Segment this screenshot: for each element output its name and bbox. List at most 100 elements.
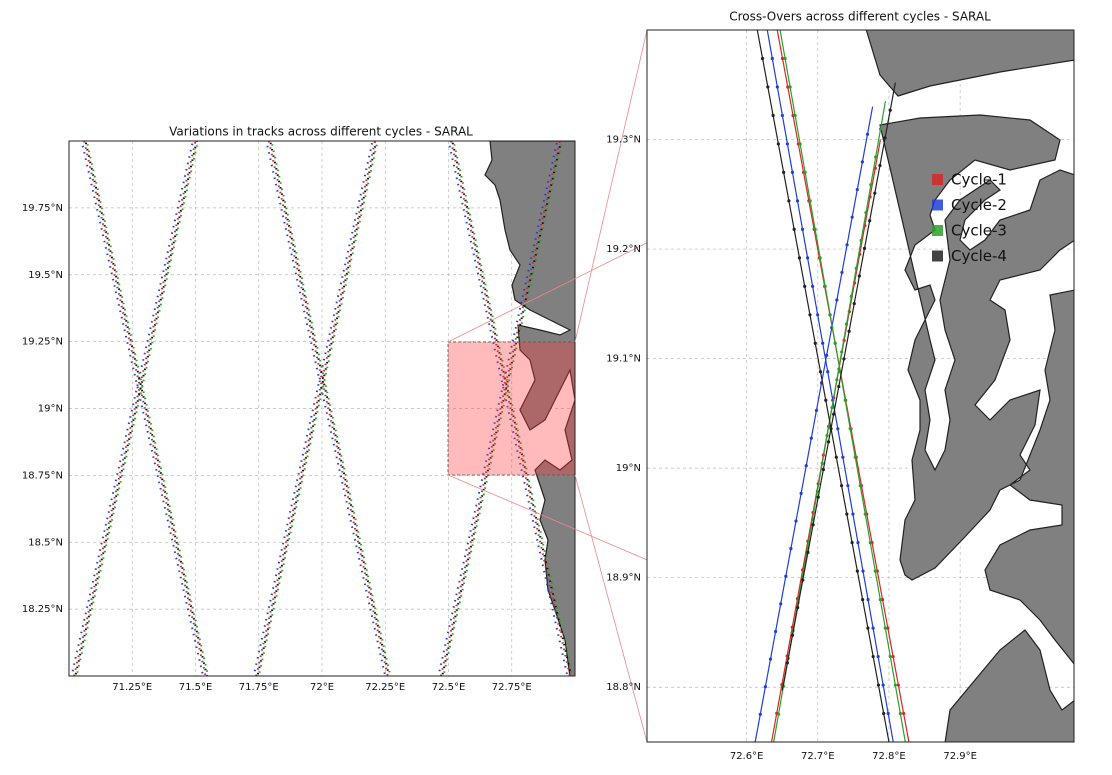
track-dots xyxy=(269,141,391,676)
track-marker xyxy=(775,85,779,89)
track-marker xyxy=(844,322,849,326)
track-marker xyxy=(843,398,847,402)
y-tick-label: 19.25°N xyxy=(22,337,63,348)
legend-label: Cycle-1 xyxy=(951,171,1007,189)
x-tick-label: 71.25°E xyxy=(112,682,152,693)
track-marker xyxy=(780,113,784,118)
track-marker xyxy=(813,227,817,231)
track-marker xyxy=(837,384,841,389)
legend-swatch xyxy=(932,199,943,211)
y-tick-label: 19.1°N xyxy=(606,354,641,365)
x-tick-label: 72°E xyxy=(310,682,334,693)
x-tick-label: 72.7°E xyxy=(801,751,835,762)
track-marker xyxy=(880,598,885,602)
track-marker xyxy=(857,274,861,278)
track-marker xyxy=(864,211,868,215)
track-marker xyxy=(891,654,895,659)
connector xyxy=(574,29,648,343)
track-marker xyxy=(801,578,805,582)
track-marker xyxy=(818,256,822,260)
track-marker xyxy=(825,353,829,357)
x-tick-label: 72.75°E xyxy=(492,682,532,693)
track-dots xyxy=(255,141,377,676)
track-marker xyxy=(896,683,900,687)
track-marker xyxy=(886,626,890,630)
left-axes-frame xyxy=(68,140,576,677)
track-marker xyxy=(818,370,823,374)
track-marker xyxy=(893,683,897,687)
track-marker xyxy=(815,489,819,493)
track-marker xyxy=(845,243,849,247)
track-dots xyxy=(439,141,561,676)
track-marker xyxy=(866,598,870,602)
track-marker xyxy=(785,661,789,665)
track-marker xyxy=(780,56,785,61)
track-marker xyxy=(878,598,882,602)
track-marker xyxy=(874,155,878,159)
left-map: Variations in tracks across different cy… xyxy=(22,125,576,693)
track-line xyxy=(779,30,906,742)
track-marker xyxy=(789,547,793,551)
track-marker xyxy=(797,256,802,260)
track-marker xyxy=(763,685,767,689)
track-marker xyxy=(868,219,872,223)
x-tick-label: 72.25°E xyxy=(365,682,405,693)
track-marker xyxy=(871,626,875,630)
land xyxy=(879,114,1074,665)
track-marker xyxy=(854,266,858,270)
track-marker xyxy=(806,550,810,554)
y-tick-label: 19.3°N xyxy=(606,135,641,146)
y-tick-label: 19.5°N xyxy=(28,270,63,281)
left-title: Variations in tracks across different cy… xyxy=(169,125,473,139)
track-marker xyxy=(878,127,883,131)
y-tick-label: 19°N xyxy=(616,463,641,474)
track-marker xyxy=(771,113,775,118)
track-marker xyxy=(868,541,872,545)
zoom-region xyxy=(447,341,576,476)
track-marker xyxy=(811,284,815,288)
track-marker xyxy=(835,378,839,382)
track-marker xyxy=(839,484,844,488)
track-marker xyxy=(785,142,790,146)
track-marker xyxy=(787,199,791,203)
track-dots xyxy=(451,141,573,676)
track-marker xyxy=(881,683,885,687)
track-dots xyxy=(441,141,563,676)
track-marker xyxy=(863,512,867,516)
track-dots xyxy=(74,141,198,676)
track-marker xyxy=(840,350,844,354)
track-marker xyxy=(799,491,803,495)
track-marker xyxy=(840,270,844,275)
track-marker xyxy=(855,187,859,192)
track-marker xyxy=(825,433,829,438)
land xyxy=(865,30,1074,97)
y-tick-label: 19°N xyxy=(38,404,63,415)
track-marker xyxy=(783,56,787,61)
track-marker xyxy=(816,313,820,317)
track-marker xyxy=(773,629,778,634)
track-line xyxy=(754,106,874,742)
track-marker xyxy=(869,183,873,187)
x-tick-label: 72.5°E xyxy=(432,682,466,693)
track-marker xyxy=(866,626,870,630)
legend-label: Cycle-4 xyxy=(951,247,1007,265)
track-marker xyxy=(770,56,774,61)
right-tracks xyxy=(754,30,910,742)
y-tick-label: 18.25°N xyxy=(22,604,63,615)
track-marker xyxy=(858,484,862,488)
track-dots xyxy=(450,141,571,676)
track-marker xyxy=(768,657,773,661)
track-marker xyxy=(841,455,845,459)
track-marker xyxy=(860,160,864,164)
track-marker xyxy=(886,711,890,716)
track-marker xyxy=(888,654,892,659)
track-marker xyxy=(826,370,830,374)
track-marker xyxy=(808,199,812,203)
track-dots xyxy=(73,141,197,676)
track-marker xyxy=(796,606,800,610)
track-marker xyxy=(888,108,892,112)
track-marker xyxy=(873,191,877,195)
track-marker xyxy=(828,313,832,317)
land xyxy=(484,141,575,676)
